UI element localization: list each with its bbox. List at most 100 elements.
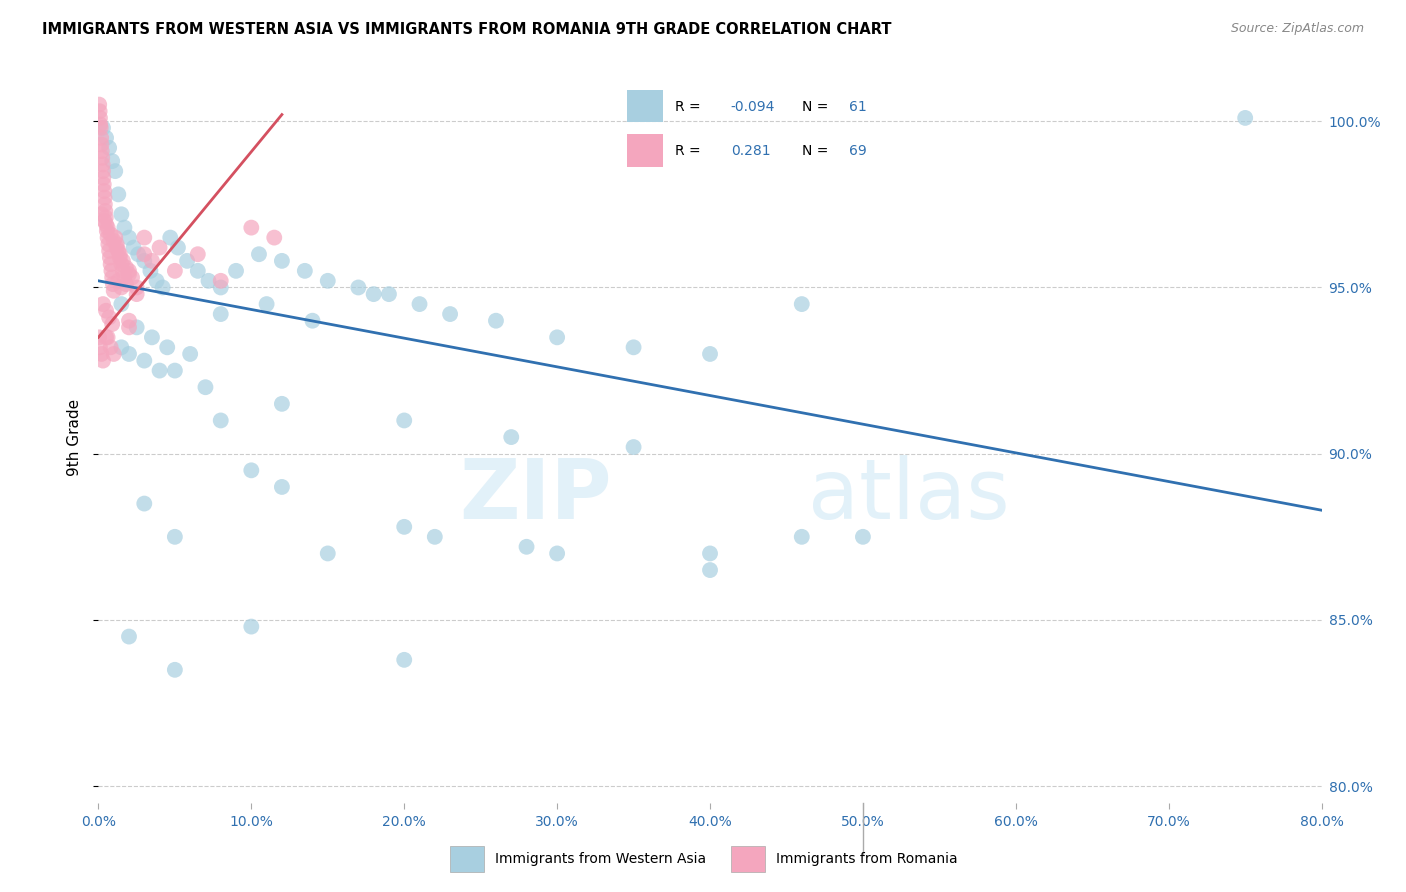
- Point: [90, 207, 112, 221]
- Point: [363, 287, 385, 301]
- Point: [97, 230, 120, 244]
- Point: [90, 131, 112, 145]
- Point: [118, 320, 141, 334]
- Point: [194, 380, 217, 394]
- Text: 0.281: 0.281: [731, 144, 770, 158]
- Point: [108, 251, 131, 265]
- Point: [115, 277, 138, 292]
- Point: [97, 330, 120, 344]
- Point: [105, 241, 128, 255]
- Point: [209, 280, 232, 294]
- Point: [392, 413, 416, 427]
- Point: [163, 663, 186, 677]
- Point: [98, 251, 121, 265]
- Point: [111, 253, 134, 268]
- Point: [89, 330, 111, 344]
- Point: [125, 280, 148, 294]
- Point: [623, 440, 645, 454]
- Point: [139, 264, 162, 278]
- Point: [392, 653, 416, 667]
- Point: [134, 253, 156, 268]
- Point: [152, 280, 174, 294]
- Point: [110, 207, 132, 221]
- Point: [225, 264, 247, 278]
- Point: [485, 314, 508, 328]
- Point: [96, 224, 118, 238]
- Point: [110, 257, 132, 271]
- Point: [127, 247, 149, 261]
- Text: 69: 69: [849, 144, 866, 158]
- Point: [699, 546, 721, 560]
- Point: [270, 253, 294, 268]
- Point: [209, 274, 232, 288]
- Point: [97, 237, 120, 252]
- Point: [100, 227, 122, 242]
- Point: [93, 184, 115, 198]
- Point: [101, 154, 124, 169]
- Point: [94, 131, 117, 145]
- Point: [112, 220, 135, 235]
- Point: [90, 120, 112, 135]
- Text: Source: ZipAtlas.com: Source: ZipAtlas.com: [1230, 22, 1364, 36]
- Point: [110, 297, 132, 311]
- Point: [163, 363, 186, 377]
- Point: [91, 164, 114, 178]
- Point: [316, 546, 339, 560]
- Bar: [627, 90, 664, 122]
- Point: [408, 297, 430, 311]
- Point: [1234, 111, 1257, 125]
- Point: [423, 530, 446, 544]
- Point: [91, 157, 114, 171]
- Point: [247, 247, 270, 261]
- Point: [392, 520, 416, 534]
- Point: [100, 257, 122, 271]
- Point: [263, 230, 285, 244]
- Point: [89, 340, 111, 354]
- Point: [107, 274, 129, 288]
- Point: [516, 540, 538, 554]
- Point: [790, 530, 813, 544]
- Point: [100, 264, 122, 278]
- Point: [240, 220, 263, 235]
- Text: R =: R =: [675, 144, 700, 158]
- Point: [546, 546, 568, 560]
- Point: [546, 330, 568, 344]
- Point: [118, 264, 141, 278]
- Point: [378, 287, 401, 301]
- Point: [101, 317, 124, 331]
- Point: [91, 353, 114, 368]
- Point: [176, 253, 198, 268]
- Point: [187, 247, 209, 261]
- Text: atlas: atlas: [808, 455, 1010, 536]
- Point: [94, 217, 117, 231]
- Point: [159, 230, 181, 244]
- Point: [149, 363, 172, 377]
- Point: [90, 137, 112, 152]
- Point: [301, 314, 323, 328]
- Point: [100, 340, 122, 354]
- Point: [852, 530, 875, 544]
- Point: [94, 303, 117, 318]
- Bar: [450, 846, 484, 872]
- Point: [156, 340, 179, 354]
- Point: [270, 397, 294, 411]
- Point: [118, 347, 141, 361]
- Point: [134, 230, 156, 244]
- Point: [94, 211, 117, 225]
- Text: Immigrants from Western Asia: Immigrants from Western Asia: [495, 852, 706, 866]
- Point: [104, 164, 127, 178]
- Point: [699, 347, 721, 361]
- Point: [197, 274, 219, 288]
- Point: [118, 230, 141, 244]
- Point: [93, 191, 115, 205]
- Text: N =: N =: [801, 144, 828, 158]
- Point: [110, 340, 132, 354]
- Point: [94, 330, 117, 344]
- Point: [97, 220, 120, 235]
- Point: [623, 340, 645, 354]
- Point: [91, 297, 114, 311]
- Point: [89, 97, 111, 112]
- Point: [91, 170, 114, 185]
- Y-axis label: 9th Grade: 9th Grade: [67, 399, 83, 475]
- Point: [163, 264, 186, 278]
